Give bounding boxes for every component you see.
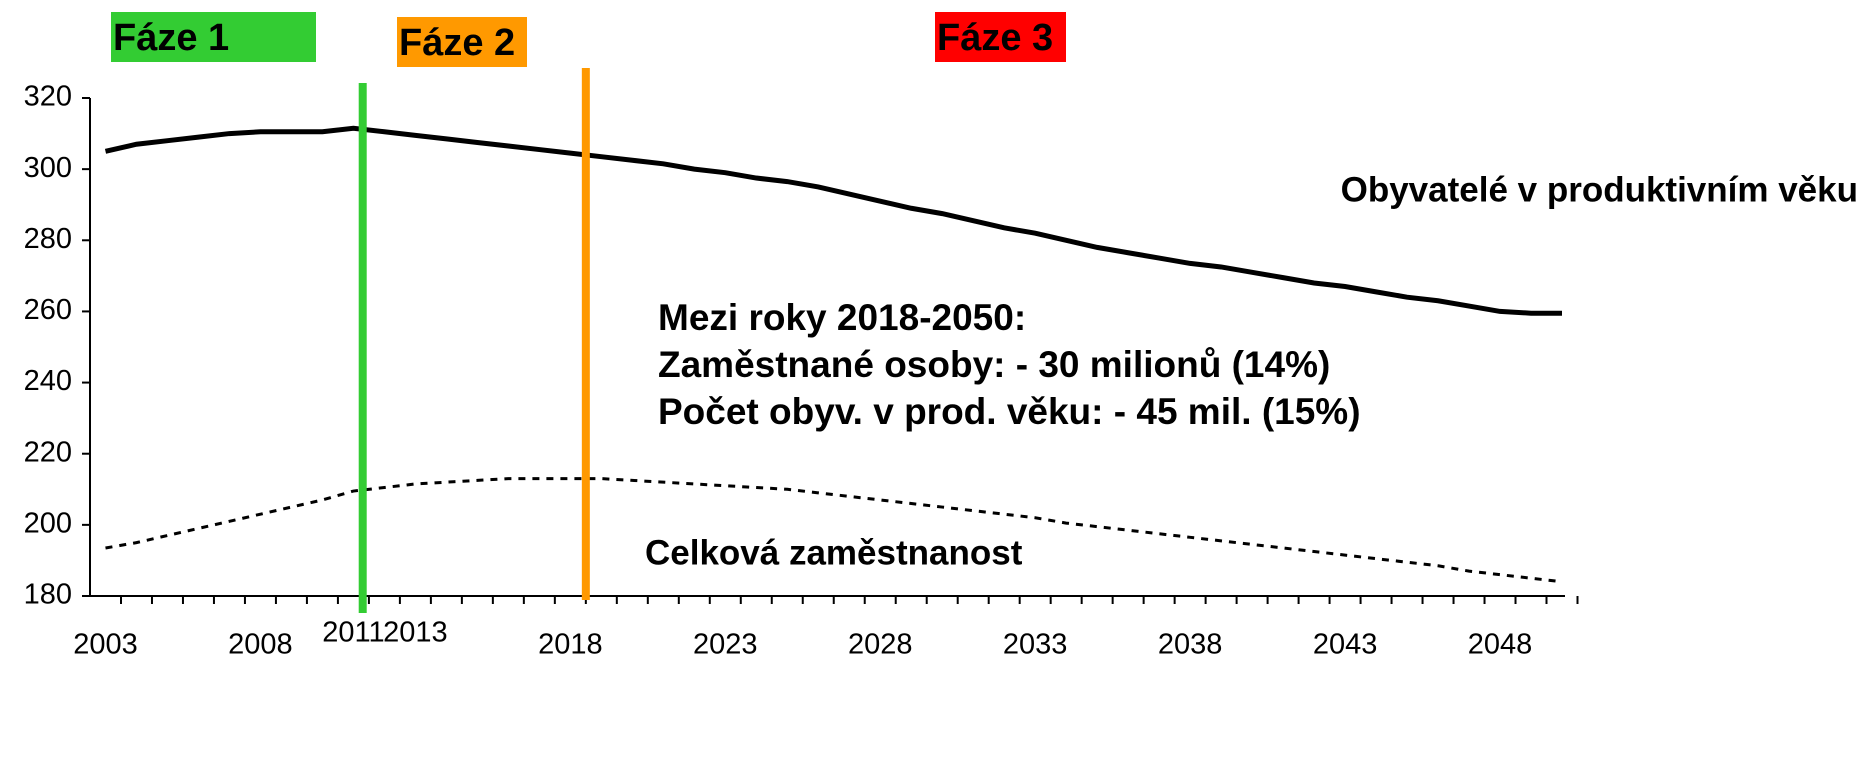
x-tick-label: 2048 [1468, 629, 1533, 661]
y-tick-label: 240 [24, 365, 72, 397]
x-tick-label: 2043 [1313, 629, 1378, 661]
x-tick-label: 2028 [848, 629, 913, 661]
y-tick-label: 300 [24, 152, 72, 184]
phase-box [397, 17, 527, 67]
phase-label: Fáze 1 [113, 17, 229, 59]
x-tick-label: 2003 [73, 629, 138, 661]
y-tick-label: 220 [24, 436, 72, 468]
y-tick-label: 260 [24, 294, 72, 326]
annotation: Zaměstnané osoby: - 30 milionů (14%) [658, 344, 1330, 385]
y-tick-label: 280 [24, 223, 72, 255]
phase-label: Fáze 3 [937, 17, 1053, 59]
phase-box [111, 12, 316, 62]
x-tick-label: 2013 [383, 617, 448, 649]
y-tick-label: 320 [24, 81, 72, 113]
annotation: Mezi roky 2018-2050: [658, 297, 1026, 338]
series-line [104, 125, 1562, 316]
phase-label: Fáze 2 [399, 22, 515, 64]
y-tick-label: 200 [24, 508, 72, 540]
x-tick-label: 2023 [693, 629, 758, 661]
annotation: Počet obyv. v prod. věku: - 45 mil. (15%… [658, 391, 1361, 432]
x-tick-label: 2033 [1003, 629, 1068, 661]
series-label: Obyvatelé v produktivním věku [1341, 170, 1858, 209]
x-tick-label: 2018 [538, 629, 603, 661]
series-line [105, 477, 1563, 584]
phase-box [935, 12, 1066, 62]
x-tick-label: 2008 [228, 629, 293, 661]
x-tick-label: 2011 [322, 617, 384, 649]
x-tick-label: 2038 [1158, 629, 1223, 661]
series-label: Celková zaměstnanost [645, 533, 1023, 572]
y-tick-label: 180 [24, 579, 72, 611]
